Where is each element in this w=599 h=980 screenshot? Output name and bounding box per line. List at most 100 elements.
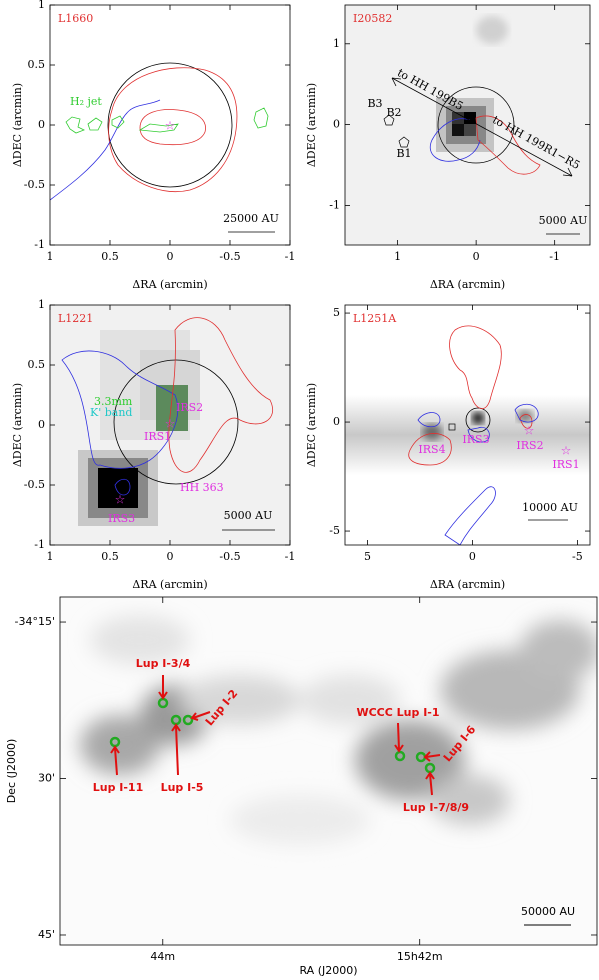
frame (59, 596, 598, 946)
image (464, 124, 476, 136)
annotation: IRS2 (176, 401, 203, 414)
y-tick-label: 0 (333, 118, 340, 131)
image (452, 124, 464, 136)
panel-title: L1221 (58, 312, 93, 325)
y-axis-label: Dec (J2000) (5, 739, 18, 804)
contour-blue (417, 403, 539, 545)
source-label: Lup I-5 (161, 781, 204, 794)
frame (344, 4, 591, 246)
image (422, 424, 442, 440)
panel-l1221: 3.3mm K' band IRS2 IRS1 IRS3 HH 363 ☆ ☆ … (50, 305, 290, 545)
y-tick-label: 0 (38, 118, 45, 131)
frame (344, 304, 591, 546)
annotation: IRS4 (418, 443, 445, 456)
x-tick-label: 44m (150, 950, 175, 963)
x-tick-label: -1 (549, 250, 560, 263)
image (98, 468, 138, 508)
arrow-head (391, 77, 573, 177)
scale-label: 5000 AU (224, 509, 273, 522)
y-tick-label: 0 (38, 418, 45, 431)
x-axis-label: ΔRA (arcmin) (430, 578, 505, 591)
x-tick-label: 0 (469, 550, 476, 563)
annotation: B3 (367, 97, 382, 110)
contour-green (65, 107, 269, 134)
x-axis-label: ΔRA (arcmin) (132, 278, 207, 291)
y-tick-label: -1 (34, 538, 45, 551)
x-tick-label: 0 (167, 250, 174, 263)
y-tick-label: 5 (333, 306, 340, 319)
contour-blue (61, 350, 179, 469)
x-tick-label: 1 (394, 250, 401, 263)
image (345, 395, 590, 475)
contour-red (168, 317, 273, 473)
x-tick-label: 1 (47, 250, 54, 263)
contour-red (408, 414, 533, 466)
annotation: IRS3 (462, 433, 489, 446)
pentagon-marker (383, 114, 410, 148)
star-marker: ☆ (165, 119, 176, 133)
panel-title: I20582 (353, 12, 392, 25)
beam-circle (465, 407, 491, 433)
annotation: K' band (90, 406, 132, 419)
x-tick-label: -1 (285, 550, 296, 563)
star-marker: ☆ (524, 424, 535, 438)
square-marker (448, 423, 456, 431)
contour-red (475, 115, 541, 175)
annotation: B2 (386, 106, 401, 119)
contour-red (449, 325, 502, 409)
y-axis-label: ΔDEC (arcmin) (11, 383, 24, 467)
outflow-axis (391, 77, 573, 177)
panel-title: L1251A (353, 312, 397, 325)
image (517, 410, 533, 422)
contour-red (139, 109, 206, 146)
panel-l1660: H₂ jet ☆ 25000 AU (50, 62, 279, 233)
x-axis-label: ΔRA (arcmin) (132, 578, 207, 591)
y-axis-label: ΔDEC (arcmin) (305, 383, 318, 467)
x-tick-label: 15h42m (397, 950, 443, 963)
panel-l1251a: IRS4 IRS3 IRS2 IRS1 ☆ ☆ 10000 AU (345, 325, 590, 545)
beam-circle (107, 62, 233, 188)
y-tick-label: -0.5 (24, 178, 45, 191)
panel-i20582: to HH 199B5 to HH 199R1−R5 B1 B2 B3 5000… (345, 5, 590, 245)
source-label: Lup I-11 (93, 781, 144, 794)
y-tick-label: -1 (34, 238, 45, 251)
annotation: IRS2 (516, 439, 543, 452)
x-tick-label: -1 (285, 250, 296, 263)
annotation: 3.3mm (94, 395, 133, 408)
x-tick-label: 1 (47, 550, 54, 563)
panel-title: L1660 (58, 12, 93, 25)
x-tick-label: -5 (572, 550, 583, 563)
star-marker: ☆ (561, 444, 572, 458)
y-tick-label: -34°15' (15, 615, 56, 628)
star-marker: ☆ (165, 417, 176, 431)
star-marker: ☆ (115, 493, 126, 507)
y-tick-label: 0 (333, 415, 340, 428)
y-tick-label: 0.5 (28, 58, 46, 71)
pointer-arrow (110, 675, 441, 796)
x-tick-label: 5 (364, 550, 371, 563)
source-label: Lup I-3/4 (136, 657, 191, 670)
y-tick-label: 0.5 (28, 358, 46, 371)
y-axis-label: ΔDEC (arcmin) (11, 83, 24, 167)
source-label: Lup I-7/8/9 (403, 801, 469, 814)
scale-label: 5000 AU (539, 214, 588, 227)
annotation: IRS3 (108, 512, 135, 525)
y-tick-label: 45' (38, 928, 55, 941)
annotation: B1 (396, 147, 411, 160)
contour-blue (114, 478, 131, 496)
image (464, 112, 476, 124)
panel-lupus: Lup I-3/4 Lup I-2 Lup I-5 Lup I-11 WCCC … (60, 597, 597, 945)
x-tick-label: -0.5 (219, 250, 240, 263)
contour-red (108, 67, 238, 193)
y-tick-label: 1 (333, 37, 340, 50)
image (476, 16, 508, 44)
beam-circle (113, 359, 239, 485)
scale-label: 25000 AU (223, 212, 279, 225)
annotation: IRS1 (144, 430, 171, 443)
cloud (80, 615, 597, 845)
y-tick-label: 1 (38, 298, 45, 311)
x-tick-label: 0 (167, 550, 174, 563)
y-tick-label: 1 (38, 0, 45, 11)
x-axis-label: ΔRA (arcmin) (430, 278, 505, 291)
